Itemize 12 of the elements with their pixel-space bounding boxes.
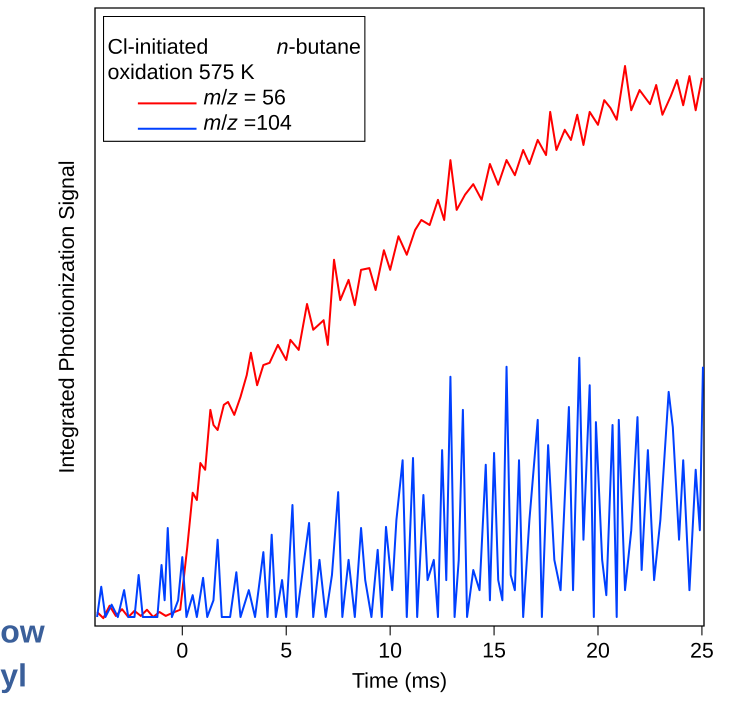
x-tick-label: 15 xyxy=(484,642,506,658)
x-tick-label: 5 xyxy=(281,642,292,658)
x-tick-label: 0 xyxy=(177,642,188,658)
legend-label: m/z =104 xyxy=(204,114,292,130)
text: ow xyxy=(2,625,45,643)
y-axis-title: Integrated Photoionization Signal xyxy=(58,162,78,472)
x-tick-label: 10 xyxy=(380,642,402,658)
x-axis-title: Time (ms) xyxy=(352,672,446,692)
x-tick-label: 25 xyxy=(691,642,713,658)
legend-label: m/z = 56 xyxy=(204,88,285,105)
x-tick-label: 20 xyxy=(587,642,610,658)
text: yl xyxy=(0,663,25,694)
